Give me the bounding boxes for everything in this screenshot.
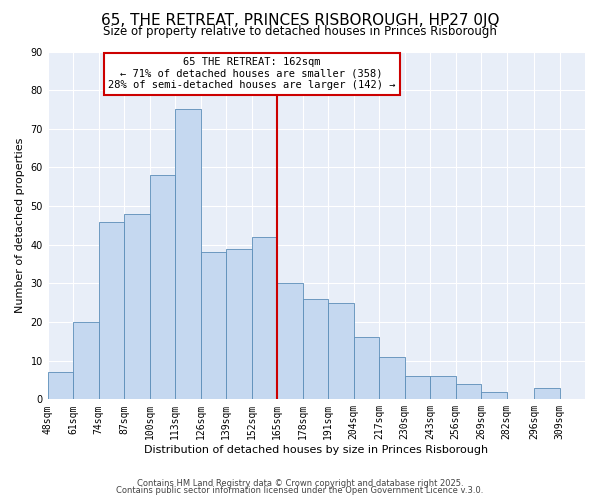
Text: Size of property relative to detached houses in Princes Risborough: Size of property relative to detached ho… [103, 25, 497, 38]
Bar [430, 376, 455, 400]
Bar [534, 388, 560, 400]
Bar [277, 284, 302, 400]
Bar [404, 376, 430, 400]
Text: Contains HM Land Registry data © Crown copyright and database right 2025.: Contains HM Land Registry data © Crown c… [137, 478, 463, 488]
Bar [226, 248, 251, 400]
Bar [201, 252, 226, 400]
Bar [99, 222, 124, 400]
Bar [150, 175, 175, 400]
Text: Contains public sector information licensed under the Open Government Licence v.: Contains public sector information licen… [116, 486, 484, 495]
Bar [481, 392, 506, 400]
Text: 65 THE RETREAT: 162sqm
← 71% of detached houses are smaller (358)
28% of semi-de: 65 THE RETREAT: 162sqm ← 71% of detached… [108, 58, 395, 90]
Bar [73, 322, 99, 400]
Bar [328, 302, 353, 400]
Bar [455, 384, 481, 400]
Bar [379, 357, 404, 400]
Bar [353, 338, 379, 400]
X-axis label: Distribution of detached houses by size in Princes Risborough: Distribution of detached houses by size … [145, 445, 488, 455]
Bar [48, 372, 73, 400]
Text: 65, THE RETREAT, PRINCES RISBOROUGH, HP27 0JQ: 65, THE RETREAT, PRINCES RISBOROUGH, HP2… [101, 12, 499, 28]
Bar [124, 214, 150, 400]
Y-axis label: Number of detached properties: Number of detached properties [15, 138, 25, 313]
Bar [302, 299, 328, 400]
Bar [251, 237, 277, 400]
Bar [175, 110, 201, 400]
